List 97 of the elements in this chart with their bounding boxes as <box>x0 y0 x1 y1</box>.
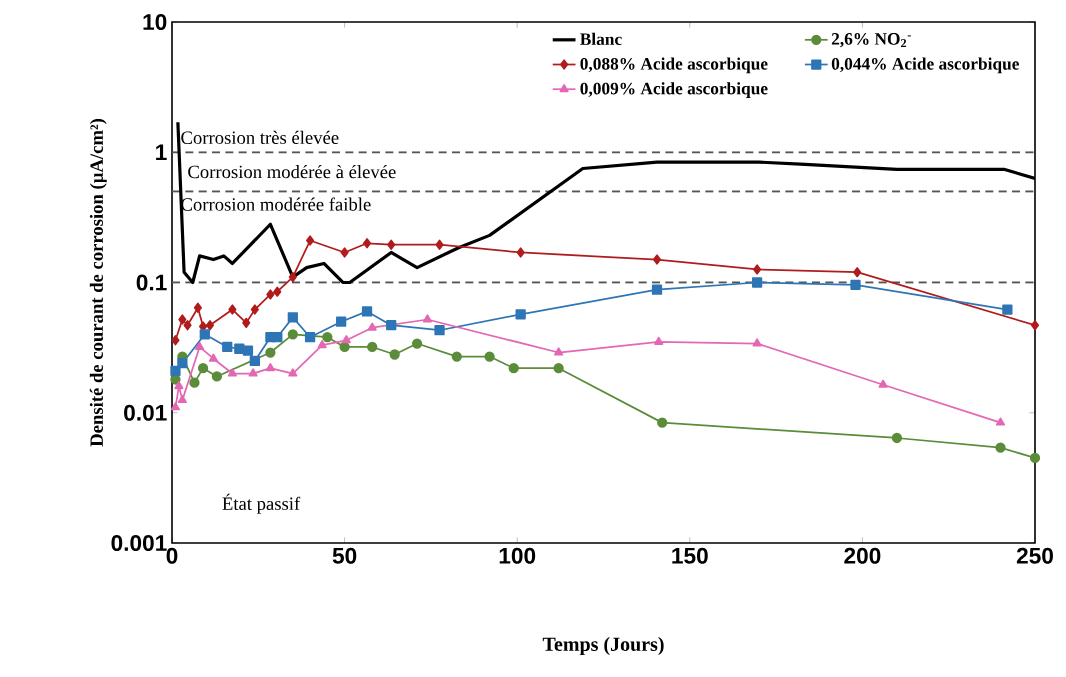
x-tick-label: 50 <box>332 547 357 564</box>
point <box>753 264 762 275</box>
x-tick-label: 250 <box>1016 547 1053 564</box>
point <box>170 365 181 376</box>
point <box>222 341 233 353</box>
annotation: État passif <box>222 493 301 514</box>
point <box>265 363 275 372</box>
point <box>1030 320 1040 331</box>
y-tick-label: 0.001 <box>111 534 167 552</box>
point <box>434 325 445 336</box>
point <box>339 341 350 353</box>
point <box>853 267 862 278</box>
x-tick-label: 150 <box>672 547 708 564</box>
point <box>508 363 519 374</box>
x-axis-title: Temps (Jours) <box>542 636 664 656</box>
legend-label: 0,044% Acide ascorbique <box>831 57 1019 74</box>
point <box>189 377 200 388</box>
point <box>317 340 327 349</box>
legend-label: 0,088% Acide ascorbique <box>580 57 768 74</box>
point <box>304 332 316 343</box>
point <box>177 358 188 369</box>
x-tick-label: 0 <box>166 547 178 564</box>
point <box>306 235 315 246</box>
point <box>228 304 237 315</box>
point <box>242 317 251 328</box>
point <box>654 336 664 345</box>
point <box>178 314 187 325</box>
point <box>183 320 192 331</box>
point <box>288 368 298 377</box>
point <box>234 343 245 354</box>
point <box>242 345 254 356</box>
point <box>751 277 763 288</box>
point <box>322 332 333 343</box>
point <box>287 329 298 340</box>
point <box>387 239 396 250</box>
point <box>878 379 888 388</box>
point <box>197 363 209 374</box>
point <box>336 316 347 327</box>
point <box>367 322 377 331</box>
legend-label: 2,6% NO$_{2}$- <box>831 33 911 48</box>
point <box>516 247 525 258</box>
point <box>411 338 423 349</box>
point <box>386 320 397 331</box>
point <box>657 417 668 428</box>
point <box>389 349 400 360</box>
point <box>553 363 564 374</box>
point <box>451 351 462 362</box>
point <box>422 314 433 323</box>
point <box>484 351 495 362</box>
y-tick-label: 1 <box>156 144 167 161</box>
point <box>995 417 1006 426</box>
point <box>341 335 351 344</box>
point <box>435 239 444 250</box>
point <box>340 247 349 258</box>
point <box>752 338 762 347</box>
point <box>195 341 205 350</box>
x-tick-label: 100 <box>499 547 536 564</box>
y-tick-label: 10 <box>143 13 167 31</box>
point <box>1029 452 1041 464</box>
annotation: Corrosion modérée à élevée <box>188 165 396 179</box>
point <box>367 341 378 353</box>
point <box>205 320 215 331</box>
point <box>850 279 861 290</box>
point <box>651 284 663 295</box>
point <box>362 238 372 249</box>
x-tick-label: 200 <box>844 547 881 564</box>
point <box>211 371 223 382</box>
point <box>288 271 297 283</box>
point <box>891 432 903 444</box>
point <box>1002 304 1013 315</box>
point <box>174 381 184 390</box>
point <box>265 347 276 358</box>
point <box>177 394 187 404</box>
y-axis-title: Densité de courant de corrosion (µA/cm²) <box>89 119 107 447</box>
y-tick-label: 0.01 <box>124 404 167 421</box>
point <box>995 442 1006 453</box>
point <box>287 312 298 323</box>
point <box>272 332 283 343</box>
point <box>652 254 662 265</box>
point <box>199 329 210 340</box>
point <box>227 368 237 377</box>
legend-label: Blanc <box>580 32 622 45</box>
y-tick-label: 0.1 <box>136 274 167 291</box>
legend-label: 0,009% Acide ascorbique <box>580 82 768 98</box>
point <box>250 304 259 315</box>
point <box>554 347 564 356</box>
point <box>171 335 180 346</box>
annotation: Corrosion très élevée <box>181 130 339 144</box>
point <box>170 402 181 411</box>
point <box>249 355 260 367</box>
point <box>266 289 275 300</box>
point <box>273 286 282 297</box>
point <box>361 306 373 317</box>
point <box>193 302 202 313</box>
point <box>248 368 258 377</box>
point <box>515 309 526 320</box>
point <box>208 353 218 362</box>
